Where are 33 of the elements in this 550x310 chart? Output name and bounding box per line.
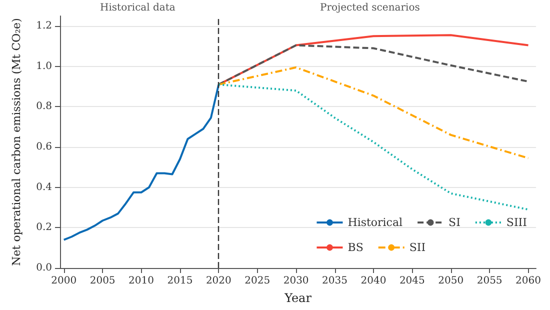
y-tick-label: 0.0 <box>36 262 52 274</box>
x-tick-label: 2020 <box>206 276 232 286</box>
y-tick-label: 0.2 <box>36 222 52 234</box>
y-tick-label: 0.8 <box>36 101 52 112</box>
text: Historical data <box>100 2 176 14</box>
x-tick-label: 2045 <box>399 276 425 286</box>
y-tick-label: 1.0 <box>36 60 52 72</box>
legend-label: SIII <box>506 216 528 229</box>
x-tick-label: 2040 <box>360 276 386 286</box>
x-tick-label: 2055 <box>476 276 502 286</box>
legend-label: Historical <box>348 216 404 229</box>
legend-label: SII <box>409 241 426 254</box>
x-tick-label: 2030 <box>283 276 309 286</box>
text: Projected scenarios <box>320 2 420 14</box>
x-tick-label: 2025 <box>244 276 270 286</box>
line-series <box>218 66 530 160</box>
y-tick-label: 0.6 <box>36 142 52 153</box>
x-tick-label: 2015 <box>167 276 193 286</box>
x-tick-label: 2035 <box>322 276 348 286</box>
legend-label: BS <box>348 241 364 254</box>
line-series <box>62 84 220 241</box>
x-tick-label: 2005 <box>90 276 116 286</box>
y-axis-title: Net operational carbon emissions (Mt CO₂e) <box>10 18 23 266</box>
x-tick-label: 2060 <box>516 276 541 286</box>
x-tick-label: 2000 <box>51 276 77 286</box>
line-series <box>218 44 530 86</box>
x-axis-title: Year <box>284 291 312 305</box>
y-tick-label: 1.2 <box>36 20 52 32</box>
x-tick-label: 2010 <box>128 276 154 286</box>
legend-label: SI <box>448 216 460 229</box>
y-tick-label: 0.4 <box>36 182 52 193</box>
x-tick-label: 2050 <box>438 276 464 286</box>
line-series <box>218 84 530 211</box>
